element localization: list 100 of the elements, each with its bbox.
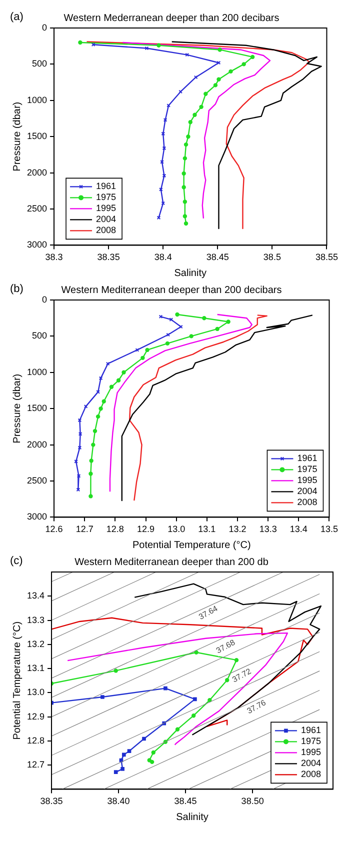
y-tick-label: 1500: [26, 131, 48, 142]
point: [127, 749, 132, 753]
point: [161, 132, 166, 136]
point: [96, 414, 100, 419]
text: (a): [10, 11, 24, 24]
x-tick-label: 12.7: [76, 524, 94, 534]
x-axis-title: Potential Temperature (°C): [132, 540, 251, 551]
x-tick-label: 13.0: [168, 524, 186, 534]
point: [182, 200, 188, 204]
point: [182, 185, 186, 190]
point: [194, 650, 198, 654]
point: [208, 698, 212, 702]
point: [175, 312, 180, 317]
point: [140, 356, 145, 360]
annotation: 37.72: [230, 666, 254, 684]
point: [193, 697, 197, 702]
point: [142, 736, 146, 741]
y-tick-label: 2000: [26, 167, 48, 178]
x-tick-label: 13.3: [259, 524, 277, 534]
text: (c): [10, 555, 23, 568]
point: [89, 458, 94, 463]
point: [169, 318, 174, 322]
legend-label: 1995: [300, 747, 322, 758]
y-tick-label: 3000: [26, 512, 48, 522]
x-tick-label: 12.8: [106, 524, 124, 534]
legend-label: 1975: [300, 736, 322, 746]
point: [192, 713, 196, 718]
y-tick-label: 13.1: [26, 663, 45, 674]
point: [88, 494, 93, 498]
y-tick-label: 0: [42, 22, 48, 32]
text: (b): [10, 283, 24, 296]
x-axis-title: Salinity: [174, 268, 207, 279]
point: [91, 442, 96, 447]
point: [242, 62, 246, 66]
point: [109, 384, 114, 389]
point: [98, 376, 103, 380]
x-tick-label: 38.45: [206, 252, 229, 262]
point: [144, 46, 149, 50]
x-tick-label: 13.2: [228, 524, 246, 534]
legend-label: 1961: [96, 181, 116, 192]
point: [166, 332, 170, 337]
legend-label: 1961: [297, 453, 318, 464]
x-tick-label: 38.3: [45, 252, 63, 262]
annotation: 37.64: [197, 604, 220, 622]
point: [194, 75, 198, 80]
point: [162, 146, 166, 150]
y-tick-label: 13.2: [26, 638, 45, 649]
x-tick-label: 38.4: [154, 252, 172, 262]
x-tick-label: 12.9: [136, 524, 155, 534]
point: [216, 60, 221, 65]
y-axis-title: Potential Temperature (°C): [12, 621, 23, 740]
legend-label: 2008: [297, 497, 318, 508]
x-tick-label: 38.35: [97, 252, 120, 262]
point: [102, 399, 106, 404]
x-tick-label: 38.55: [315, 252, 338, 262]
point: [175, 727, 180, 732]
chart-title: Western Mederranean deeper than 200 decibars: [64, 12, 280, 24]
point: [151, 750, 156, 755]
y-tick-label: 2500: [26, 203, 48, 214]
point: [78, 418, 82, 422]
point: [100, 695, 104, 699]
chart-title: Western Mediterranean deeper than 200 db: [74, 556, 269, 568]
point: [213, 83, 218, 88]
point: [182, 214, 188, 218]
legend-label: 1975: [96, 192, 116, 202]
y-tick-label: 12.8: [26, 735, 45, 746]
point: [164, 686, 168, 690]
point: [88, 472, 93, 476]
y-tick-label: 500: [32, 58, 48, 69]
x-tick-label: 38.35: [40, 796, 63, 806]
x-tick-label: 38.40: [107, 796, 130, 806]
point: [189, 334, 194, 338]
point: [184, 142, 188, 147]
point: [122, 752, 126, 757]
y-tick-label: 13.4: [26, 590, 45, 601]
x-axis-title: Salinity: [176, 812, 208, 823]
point: [184, 221, 188, 226]
legend-label: 1995: [297, 475, 318, 486]
legend-label: 1995: [96, 203, 116, 214]
point: [120, 767, 124, 771]
x-tick-label: 12.6: [45, 524, 63, 534]
point: [202, 316, 206, 320]
point: [216, 77, 221, 82]
point: [188, 120, 192, 124]
annotation: 37.76: [246, 698, 268, 716]
point: [116, 378, 121, 382]
x-tick-label: 38.45: [174, 796, 197, 806]
x-tick-label: 13.5: [320, 524, 338, 534]
point: [161, 201, 166, 206]
point: [114, 668, 118, 673]
x-tick-label: 38.50: [241, 796, 264, 806]
x-tick-label: 13.1: [198, 524, 216, 534]
y-tick-label: 12.7: [26, 760, 45, 770]
legend-label: 2008: [300, 769, 322, 780]
point: [250, 54, 255, 60]
point: [225, 678, 230, 682]
point: [226, 320, 230, 324]
point: [78, 446, 82, 450]
point: [78, 40, 82, 45]
y-tick-label: 1500: [26, 403, 48, 414]
